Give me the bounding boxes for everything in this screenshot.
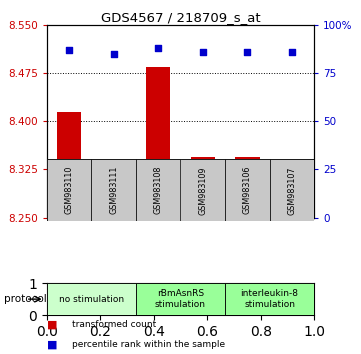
Point bbox=[155, 45, 161, 51]
Point bbox=[200, 49, 206, 55]
Text: no stimulation: no stimulation bbox=[59, 295, 124, 304]
Bar bbox=[136, 283, 225, 315]
Bar bbox=[225, 283, 314, 315]
Text: GSM983109: GSM983109 bbox=[198, 166, 207, 215]
Bar bbox=[180, 159, 225, 221]
Bar bbox=[225, 159, 270, 221]
Text: transformed count: transformed count bbox=[72, 320, 156, 329]
Title: GDS4567 / 218709_s_at: GDS4567 / 218709_s_at bbox=[101, 11, 260, 24]
Text: GSM983107: GSM983107 bbox=[287, 166, 296, 215]
Bar bbox=[235, 156, 260, 218]
Bar bbox=[136, 159, 180, 221]
Text: GSM983106: GSM983106 bbox=[243, 166, 252, 215]
Point bbox=[289, 49, 295, 55]
Text: GSM983108: GSM983108 bbox=[154, 166, 163, 215]
Text: protocol: protocol bbox=[4, 294, 46, 304]
Bar bbox=[146, 67, 170, 218]
Point bbox=[244, 49, 250, 55]
Text: ■: ■ bbox=[47, 339, 57, 349]
Text: ■: ■ bbox=[47, 320, 57, 330]
Bar bbox=[47, 159, 91, 221]
Bar bbox=[279, 160, 304, 218]
Bar bbox=[270, 159, 314, 221]
Text: GSM983110: GSM983110 bbox=[65, 166, 74, 215]
Text: percentile rank within the sample: percentile rank within the sample bbox=[72, 340, 225, 349]
Bar bbox=[91, 159, 136, 221]
Point bbox=[111, 51, 117, 57]
Text: rBmAsnRS
stimulation: rBmAsnRS stimulation bbox=[155, 290, 206, 309]
Bar bbox=[191, 156, 215, 218]
Text: GSM983111: GSM983111 bbox=[109, 166, 118, 215]
Bar bbox=[47, 283, 136, 315]
Bar bbox=[57, 112, 82, 218]
Point bbox=[66, 47, 72, 53]
Bar bbox=[101, 208, 126, 218]
Text: interleukin-8
stimulation: interleukin-8 stimulation bbox=[240, 290, 299, 309]
